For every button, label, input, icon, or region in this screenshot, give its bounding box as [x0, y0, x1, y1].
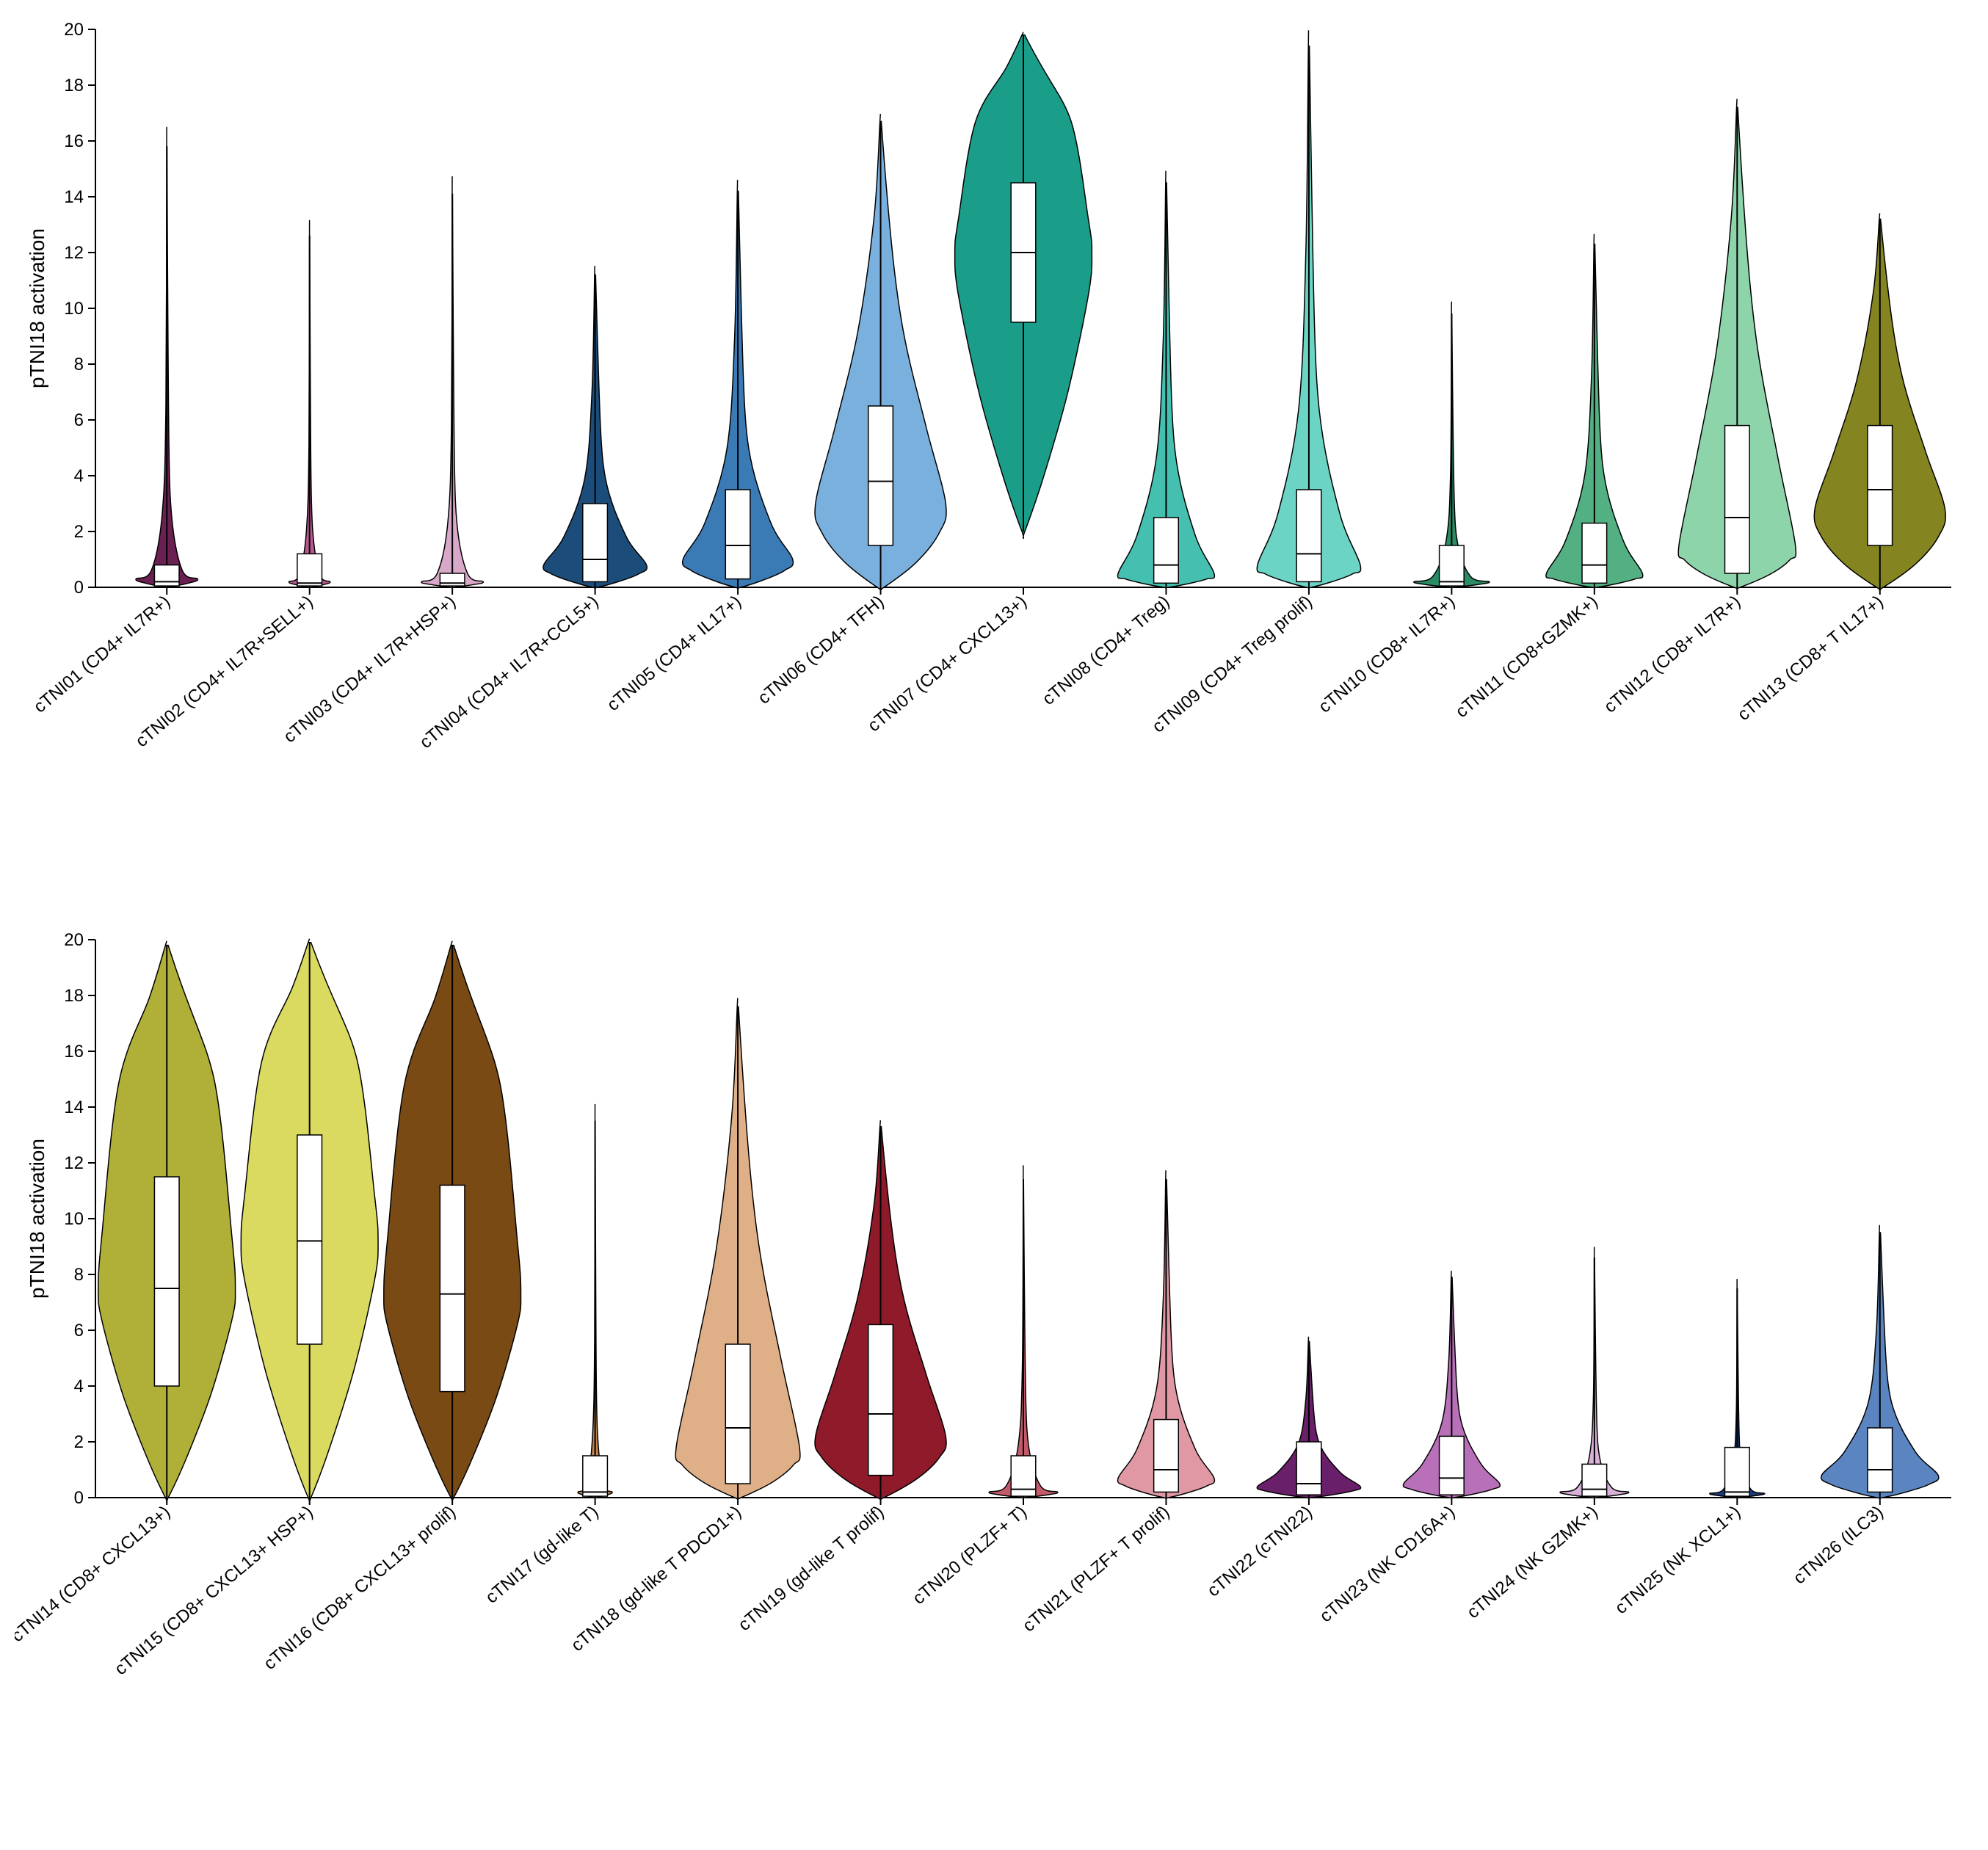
box [725, 1344, 750, 1484]
y-tick-label: 14 [64, 187, 84, 207]
violin-cTNI24-(NK-GZMK+) [1560, 1247, 1629, 1498]
box [1725, 426, 1750, 573]
x-tick-label: cTNI17 (gd-like T) [482, 1502, 602, 1608]
box [440, 1185, 465, 1391]
box [1296, 490, 1321, 581]
y-axis-label: pTNI18 activation [26, 228, 48, 388]
box [154, 1177, 179, 1386]
violin-cTNI15-(CD8+-CXCL13+-HSP+) [241, 939, 378, 1503]
violin-cTNI20-(PLZF+-T) [989, 1166, 1058, 1498]
violin-cTNI10-(CD8+-IL7R+) [1414, 302, 1490, 587]
x-tick-label: cTNI24 (NK GZMK+) [1463, 1502, 1601, 1622]
y-tick-label: 0 [74, 578, 84, 598]
box [868, 406, 893, 545]
violin-cTNI07-(CD4+-CXCL13+) [955, 32, 1092, 538]
violin-panel-bottom: 0 2 4 6 8 10 12 14 16 18 20 pTNI18 activation cTNI14… [15, 925, 1973, 1806]
violin-cTNI02-(CD4+-IL7R+SELL+) [289, 220, 330, 587]
violin-cTNI11-(CD8+GZMK+) [1546, 234, 1643, 587]
x-tick-label: cTNI23 (NK CD16A+) [1316, 1502, 1459, 1626]
violin-cTNI14-(CD8+-CXCL13+) [98, 941, 236, 1503]
y-tick-label: 10 [64, 299, 84, 319]
violin-cTNI03-(CD4+-IL7R+HSP+) [421, 177, 483, 588]
violin-cTNI09-(CD4+-Treg-prolif) [1257, 31, 1360, 588]
box [1440, 545, 1465, 586]
violin-cTNI01-(CD4+-IL7R+) [136, 127, 197, 587]
violin-cTNI17-(gd-like-T) [578, 1105, 612, 1498]
y-tick-label: 20 [64, 20, 84, 40]
box [1868, 1428, 1893, 1492]
violin-cTNI23-(NK-CD16A+) [1403, 1271, 1500, 1498]
box [725, 490, 750, 579]
y-tick-label: 16 [64, 1042, 84, 1062]
box [1296, 1442, 1321, 1495]
y-tick-label: 4 [74, 1376, 84, 1396]
y-tick-label: 8 [74, 1265, 84, 1285]
x-tick-label: cTNI26 (ILC3) [1790, 1502, 1887, 1589]
box [154, 565, 179, 587]
box [1154, 1420, 1179, 1492]
x-tick-label: cTNI05 (CD4+ IL17+) [603, 592, 745, 715]
x-tick-label: cTNI07 (CD4+ CXCL13+) [864, 592, 1031, 736]
violin-cTNI19-(gd-like-T-prolif) [815, 1121, 946, 1500]
violin-cTNI25-(NK-XCL1+) [1710, 1280, 1765, 1498]
x-tick-label: cTNI22 (cTNI22) [1204, 1502, 1316, 1601]
x-tick-label: cTNI19 (gd-like T prolif) [735, 1502, 888, 1635]
y-tick-label: 8 [74, 355, 84, 374]
y-tick-label: 16 [64, 131, 84, 151]
box [583, 504, 608, 581]
box [868, 1324, 893, 1475]
violin-cTNI04-(CD4+-IL7R+CCL5+) [543, 266, 647, 588]
box [1582, 523, 1607, 584]
violin-cTNI22-(cTNI22) [1257, 1337, 1360, 1498]
y-tick-label: 18 [64, 986, 84, 1006]
x-tick-label: cTNI08 (CD4+ Treg) [1039, 592, 1173, 709]
y-tick-label: 2 [74, 522, 84, 542]
x-tick-label: cTNI21 (PLZF+ T prolif) [1019, 1502, 1173, 1636]
y-tick-label: 12 [64, 243, 84, 263]
box [297, 1135, 322, 1344]
violin-cTNI16-(CD8+-CXCL13+-prolif) [384, 941, 521, 1503]
violin-cTNI05-(CD4+-IL17+) [683, 181, 794, 589]
box [1154, 518, 1179, 583]
y-tick-label: 18 [64, 76, 84, 95]
x-tick-label: cTNI11 (CD8+GZMK+) [1452, 592, 1602, 722]
x-tick-label: cTNI25 (NK XCL1+) [1611, 1502, 1744, 1618]
violin-cTNI26-(ILC3) [1821, 1225, 1939, 1498]
x-tick-label: cTNI09 (CD4+ Treg prolif) [1148, 592, 1316, 737]
y-tick-label: 4 [74, 466, 84, 486]
y-tick-label: 6 [74, 1321, 84, 1341]
y-tick-label: 2 [74, 1432, 84, 1452]
box [1582, 1464, 1607, 1496]
y-tick-label: 20 [64, 930, 84, 950]
violin-cTNI06-(CD4+-TFH) [815, 115, 946, 591]
x-tick-label: cTNI01 (CD4+ IL7R+) [30, 592, 174, 717]
x-tick-label: cTNI10 (CD8+ IL7R+) [1315, 592, 1459, 717]
y-tick-label: 0 [74, 1488, 84, 1508]
y-axis-label: pTNI18 activation [26, 1139, 48, 1299]
box [440, 573, 465, 586]
box [1868, 426, 1893, 545]
violin-panel-top: 0 2 4 6 8 10 12 14 16 18 20 pTNI18 activation cTNI01… [15, 15, 1973, 896]
violin-cTNI21-(PLZF+-T-prolif) [1117, 1171, 1214, 1498]
box [1440, 1436, 1465, 1495]
box [1725, 1448, 1750, 1497]
x-tick-label: cTNI14 (CD8+ CXCL13+) [15, 1502, 174, 1646]
violin-cTNI13-(CD8+-T-IL17+) [1814, 214, 1945, 590]
box [583, 1456, 608, 1496]
y-tick-label: 6 [74, 410, 84, 430]
x-tick-label: cTNI20 (PLZF+ T) [909, 1502, 1031, 1608]
violin-cTNI18-(gd-like-T-PDCD1+) [675, 998, 800, 1499]
x-tick-label: cTNI13 (CD8+ T IL17+) [1734, 592, 1887, 725]
violin-cTNI08-(CD4+-Treg) [1117, 171, 1214, 587]
x-tick-label: cTNI18 (gd-like T PDCD1+) [567, 1502, 745, 1655]
chart-container: 02468101214161820pTNI18 activationcTNI01… [15, 15, 1973, 1806]
y-tick-label: 10 [64, 1209, 84, 1229]
violin-cTNI12-(CD8+-IL7R+) [1678, 99, 1796, 589]
y-tick-label: 12 [64, 1153, 84, 1173]
box [1011, 1456, 1036, 1496]
box [297, 554, 322, 586]
y-tick-label: 14 [64, 1098, 84, 1117]
x-tick-label: cTNI06 (CD4+ TFH) [754, 592, 888, 708]
x-tick-label: cTNI12 (CD8+ IL7R+) [1600, 592, 1744, 717]
